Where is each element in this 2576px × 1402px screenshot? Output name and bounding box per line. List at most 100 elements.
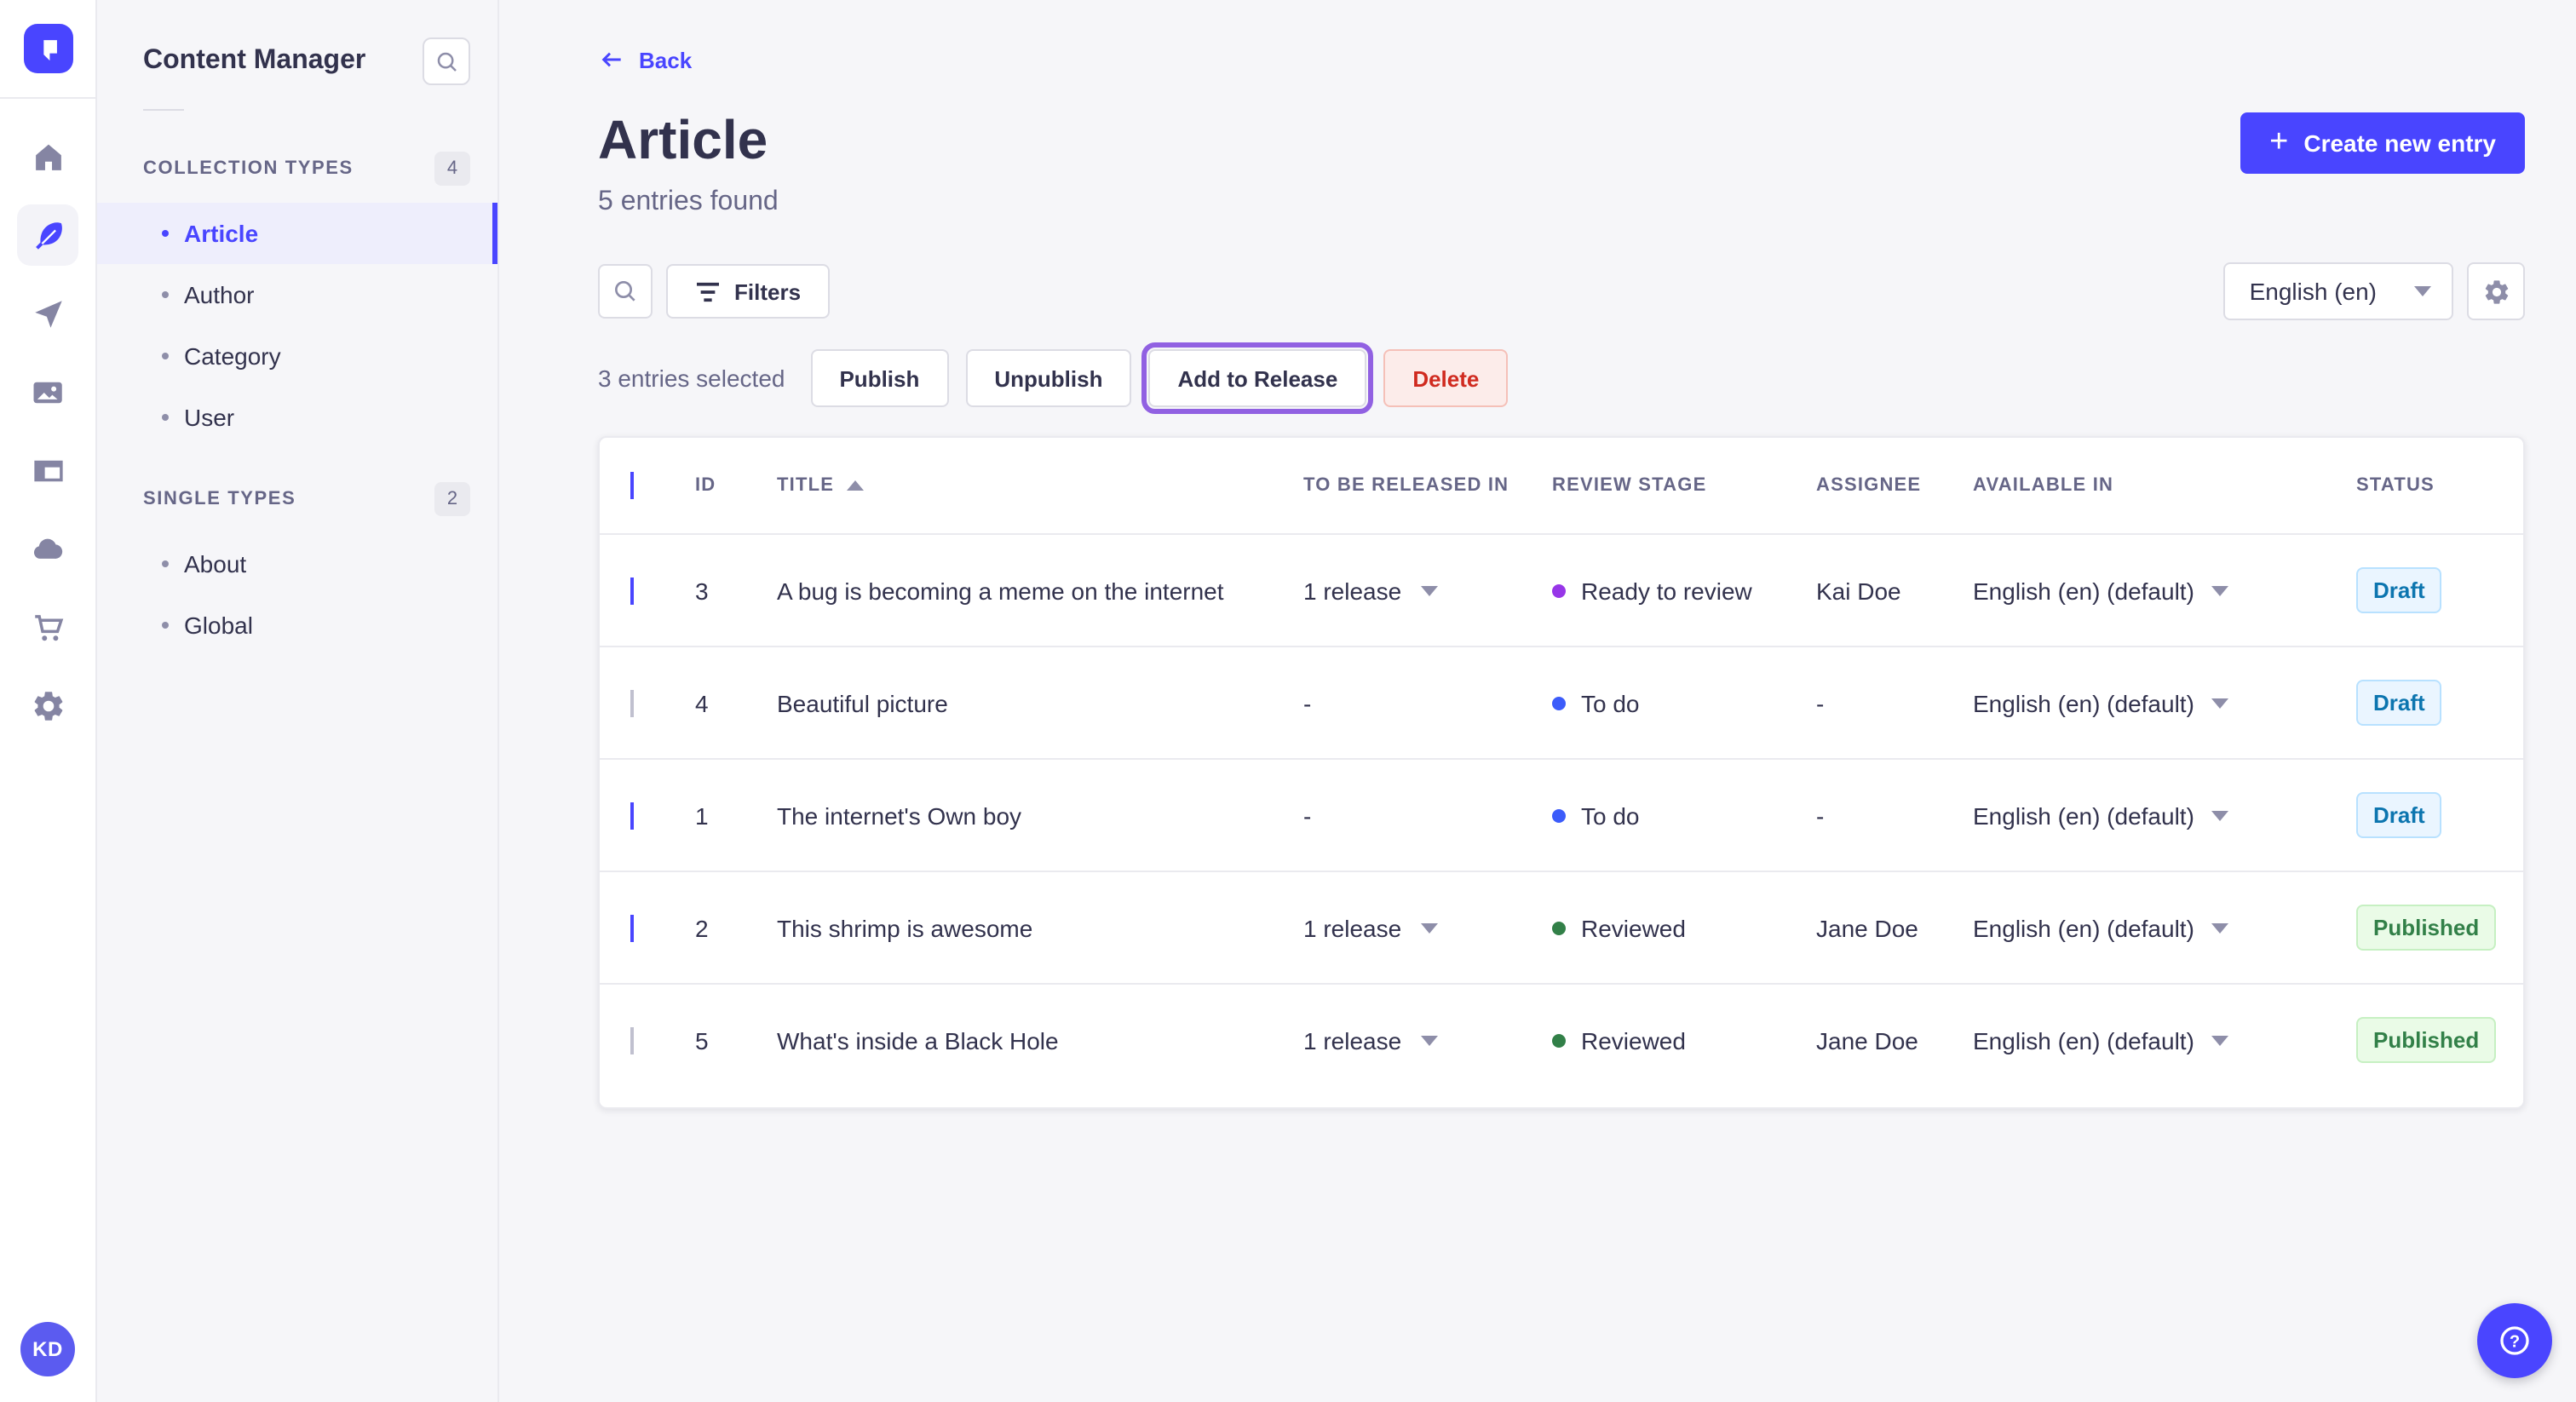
deploy-cloud-icon[interactable]	[17, 518, 78, 579]
column-header-assignee[interactable]: ASSIGNEE	[1816, 475, 1922, 496]
content-manager-feather-icon[interactable]	[17, 204, 78, 266]
table-row[interactable]: 4 Beautiful picture - To do - English (e…	[600, 646, 2523, 758]
entry-id: 1	[695, 802, 709, 829]
row-checkbox[interactable]	[630, 577, 634, 604]
row-checkbox[interactable]	[630, 802, 634, 829]
release-count[interactable]: -	[1303, 802, 1312, 829]
releases-send-icon[interactable]	[17, 283, 78, 344]
sidebar-item-label: Category	[184, 342, 281, 370]
view-settings-gear-icon[interactable]	[2467, 262, 2525, 320]
table-row[interactable]: 3 A bug is becoming a meme on the intern…	[600, 533, 2523, 646]
settings-gear-icon[interactable]	[17, 675, 78, 736]
column-header-title[interactable]: TITLE	[750, 475, 1276, 496]
sidebar-item-category[interactable]: Category	[97, 325, 497, 387]
marketplace-cart-icon[interactable]	[17, 596, 78, 658]
chevron-down-icon[interactable]	[2211, 585, 2228, 595]
row-checkbox[interactable]	[630, 914, 634, 941]
bullet-icon	[162, 230, 169, 237]
column-header-available[interactable]: AVAILABLE IN	[1973, 475, 2114, 496]
bullet-icon	[162, 560, 169, 567]
rail-divider	[0, 97, 96, 99]
available-locale[interactable]: English (en) (default)	[1973, 802, 2194, 829]
sidebar-item-global[interactable]: Global	[97, 595, 497, 656]
stage-dot	[1552, 583, 1566, 597]
status-badge: Published	[2356, 1017, 2497, 1063]
search-icon[interactable]	[598, 264, 653, 319]
entry-title: What's inside a Black Hole	[777, 1026, 1059, 1054]
sidebar-item-label: Article	[184, 220, 259, 247]
unpublish-button[interactable]: Unpublish	[965, 349, 1132, 407]
chevron-down-icon[interactable]	[2211, 810, 2228, 820]
entry-title: A bug is becoming a meme on the internet	[777, 577, 1224, 604]
home-icon[interactable]	[17, 126, 78, 187]
table-header-row: ID TITLE TO BE RELEASED IN REVIEW STAGE …	[600, 438, 2523, 533]
chevron-down-icon[interactable]	[1420, 922, 1438, 933]
release-count[interactable]: 1 release	[1303, 577, 1402, 604]
chevron-down-icon	[2414, 286, 2431, 296]
user-avatar[interactable]: KD	[20, 1322, 75, 1376]
plus-icon: +	[2269, 124, 2289, 159]
chevron-down-icon[interactable]	[1420, 585, 1438, 595]
bullet-icon	[162, 622, 169, 629]
entry-title: This shrimp is awesome	[777, 914, 1033, 941]
chevron-down-icon[interactable]	[2211, 922, 2228, 933]
sidebar-item-about[interactable]: About	[97, 533, 497, 595]
sidebar-item-label: Global	[184, 612, 253, 639]
main-nav-rail: KD	[0, 0, 97, 1402]
content-type-builder-icon[interactable]	[17, 440, 78, 501]
column-header-status[interactable]: STATUS	[2356, 475, 2435, 496]
available-locale[interactable]: English (en) (default)	[1973, 914, 2194, 941]
svg-text:?: ?	[2510, 1332, 2520, 1351]
chevron-down-icon[interactable]	[1420, 1035, 1438, 1045]
delete-button[interactable]: Delete	[1383, 349, 1509, 407]
chevron-down-icon[interactable]	[2211, 1035, 2228, 1045]
review-stage: Ready to review	[1581, 577, 1752, 604]
table-row[interactable]: 1 The internet's Own boy - To do - Engli…	[600, 758, 2523, 871]
column-header-id[interactable]: ID	[695, 475, 716, 496]
bullet-icon	[162, 291, 169, 298]
search-icon[interactable]	[423, 37, 470, 85]
strapi-logo[interactable]	[23, 24, 72, 73]
table-row[interactable]: 5 What's inside a Black Hole 1 release R…	[600, 983, 2523, 1095]
create-new-entry-button[interactable]: + Create new entry	[2240, 112, 2525, 174]
add-to-release-button[interactable]: Add to Release	[1141, 342, 1374, 414]
row-checkbox[interactable]	[630, 689, 634, 716]
status-badge: Draft	[2356, 792, 2442, 838]
section-label-single-types: SINGLE TYPES	[143, 489, 296, 509]
help-button[interactable]: ?	[2477, 1303, 2552, 1378]
sort-ascending-icon	[846, 480, 864, 490]
stage-dot	[1552, 808, 1566, 822]
arrow-left-icon	[601, 52, 621, 67]
available-locale[interactable]: English (en) (default)	[1973, 577, 2194, 604]
column-header-release[interactable]: TO BE RELEASED IN	[1303, 475, 1509, 496]
assignee: -	[1816, 802, 1825, 829]
sidebar-item-user[interactable]: User	[97, 387, 497, 448]
locale-select[interactable]: English (en)	[2223, 262, 2453, 320]
entries-count: 5 entries found	[598, 187, 779, 216]
collection-types-count-badge: 4	[434, 152, 470, 186]
row-checkbox[interactable]	[630, 1026, 634, 1054]
back-link[interactable]: Back	[598, 46, 692, 73]
select-all-checkbox[interactable]	[630, 472, 634, 499]
release-count[interactable]: -	[1303, 689, 1312, 716]
status-badge: Draft	[2356, 680, 2442, 726]
publish-button[interactable]: Publish	[810, 349, 949, 407]
stage-dot	[1552, 1033, 1566, 1047]
entry-id: 3	[695, 577, 709, 604]
page-title: Article	[598, 109, 768, 170]
available-locale[interactable]: English (en) (default)	[1973, 689, 2194, 716]
chevron-down-icon[interactable]	[2211, 698, 2228, 708]
release-count[interactable]: 1 release	[1303, 914, 1402, 941]
table-row[interactable]: 2 This shrimp is awesome 1 release Revie…	[600, 871, 2523, 983]
column-header-stage[interactable]: REVIEW STAGE	[1552, 475, 1707, 496]
media-library-icon[interactable]	[17, 361, 78, 422]
entries-table: ID TITLE TO BE RELEASED IN REVIEW STAGE …	[598, 436, 2525, 1109]
sidebar-item-article[interactable]: Article	[97, 203, 497, 264]
filters-button[interactable]: Filters	[666, 264, 831, 319]
stage-dot	[1552, 696, 1566, 710]
status-badge: Published	[2356, 905, 2497, 951]
available-locale[interactable]: English (en) (default)	[1973, 1026, 2194, 1054]
release-count[interactable]: 1 release	[1303, 1026, 1402, 1054]
bullet-icon	[162, 353, 169, 359]
sidebar-item-author[interactable]: Author	[97, 264, 497, 325]
